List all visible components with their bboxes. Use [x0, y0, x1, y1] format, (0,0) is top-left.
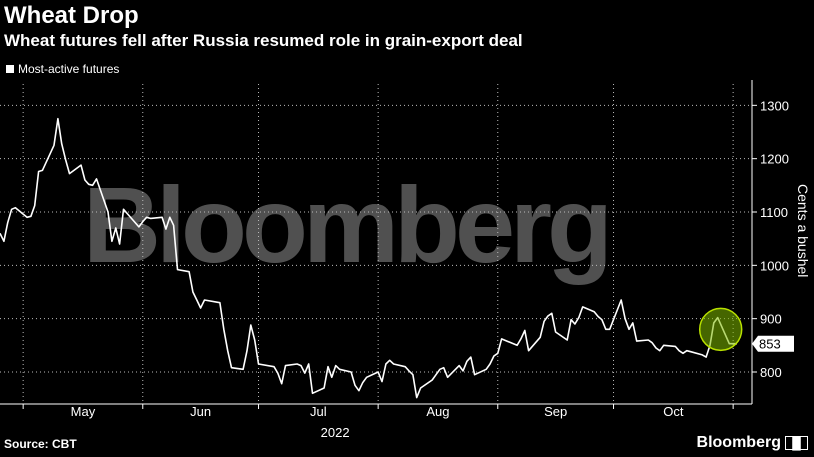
y-tick-label: 1000 — [760, 258, 789, 273]
last-value-text: 853 — [759, 337, 781, 352]
axes — [0, 80, 753, 405]
legend: Most-active futures — [6, 62, 119, 76]
y-tick-label: 1100 — [760, 205, 788, 220]
chart-title: Wheat Drop — [4, 2, 139, 29]
x-tick-label: Jul — [310, 404, 327, 419]
y-tick-label: 900 — [760, 312, 782, 327]
watermark: Bloomberg — [83, 164, 608, 285]
source-note: Source: CBT — [4, 437, 77, 451]
highlight-circle — [698, 307, 743, 352]
last-value-label: 853 — [752, 335, 794, 352]
y-tick-label: 1200 — [760, 152, 789, 167]
y-axis-ticks: 800 900 1000 1100 1200 1300 — [752, 98, 789, 380]
x-tick-label: Aug — [426, 404, 449, 419]
legend-label: Most-active futures — [18, 62, 120, 76]
brand-name: Bloomberg — [696, 434, 781, 451]
grid — [0, 84, 752, 404]
legend-swatch — [6, 65, 14, 73]
series-line — [0, 117, 737, 399]
x-tick-label: May — [71, 404, 96, 419]
y-axis-label: Cents a bushel — [795, 184, 811, 277]
x-axis-ticks: May Jun Jul Aug Sep Oct — [22, 404, 734, 419]
y-tick-label: 800 — [760, 365, 782, 380]
x-axis-label: 2022 — [321, 425, 350, 440]
chart-subtitle: Wheat futures fell after Russia resumed … — [4, 31, 523, 50]
x-tick-label: Oct — [663, 404, 684, 419]
x-tick-label: Sep — [544, 404, 567, 419]
last-value-box — [752, 335, 794, 352]
brand-logo: Bloomberg ▐▌ — [697, 434, 808, 452]
x-tick-label: Jun — [190, 404, 211, 419]
y-tick-label: 1300 — [760, 98, 789, 113]
chart-icon: ▐▌ — [784, 436, 808, 450]
